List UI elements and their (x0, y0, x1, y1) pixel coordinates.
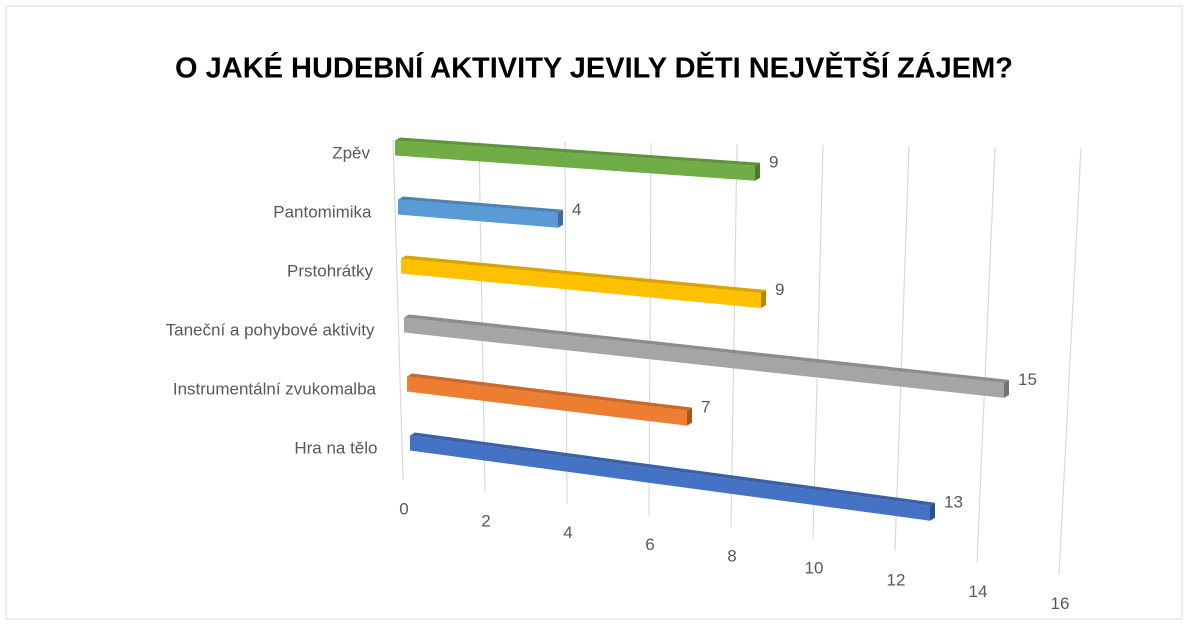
x-tick-label: 4 (563, 523, 572, 542)
bar-front (410, 435, 930, 521)
bar-end (1004, 379, 1009, 398)
bar-top (407, 373, 692, 411)
bar-end (930, 502, 935, 521)
y-tick-label: Hra na tělo (294, 438, 377, 457)
x-tick-label: 8 (727, 547, 736, 566)
bar-front (404, 317, 1004, 398)
chart-border (5, 5, 1183, 620)
grid-line (812, 144, 824, 540)
data-label: 9 (769, 153, 778, 172)
data-label: 15 (1018, 370, 1037, 389)
bar (407, 373, 692, 426)
grid-line (648, 142, 652, 516)
bar (395, 137, 760, 181)
bar-top (410, 432, 935, 506)
bar-end (687, 407, 692, 426)
bar-top (401, 255, 766, 294)
x-tick-label: 6 (645, 535, 654, 554)
bar-front (407, 376, 687, 426)
data-label: 7 (701, 398, 710, 417)
bar-end (755, 162, 760, 181)
grid-line (564, 141, 568, 504)
bar (401, 255, 766, 309)
grid-line (894, 145, 910, 551)
grid-line (478, 140, 486, 492)
bar-front (401, 258, 761, 309)
y-tick-label: Pantomimika (273, 202, 372, 221)
bar-top (395, 137, 760, 166)
y-tick-label: Prstohrátky (287, 261, 373, 280)
x-tick-label: 10 (805, 558, 824, 577)
x-tick-label: 14 (969, 582, 988, 601)
x-tick-label: 12 (887, 570, 906, 589)
chart-title: O JAKÉ HUDEBNÍ AKTIVITY JEVILY DĚTI NEJV… (175, 51, 1013, 85)
bar-end (761, 290, 766, 309)
bar-end (558, 209, 563, 228)
x-tick-label: 0 (399, 499, 408, 518)
bar-top (398, 196, 563, 213)
bar (404, 314, 1009, 398)
grid-line (1058, 147, 1082, 575)
bar-top (404, 314, 1009, 383)
y-tick-label: Taneční a pohybové aktivity (166, 320, 375, 339)
bar (398, 196, 563, 228)
y-tick-label: Zpěv (332, 143, 370, 162)
bar-front (398, 199, 558, 228)
data-label: 13 (944, 493, 963, 512)
data-label: 9 (775, 280, 784, 299)
bar (410, 432, 935, 521)
grid-line (976, 146, 996, 563)
bar-front (395, 140, 755, 181)
x-tick-label: 2 (481, 511, 490, 530)
x-tick-label: 16 (1051, 594, 1070, 613)
y-tick-label: Instrumentální zvukomalba (173, 379, 377, 398)
grid-line (730, 143, 738, 528)
data-label: 4 (572, 200, 581, 219)
grid-line (392, 139, 404, 481)
